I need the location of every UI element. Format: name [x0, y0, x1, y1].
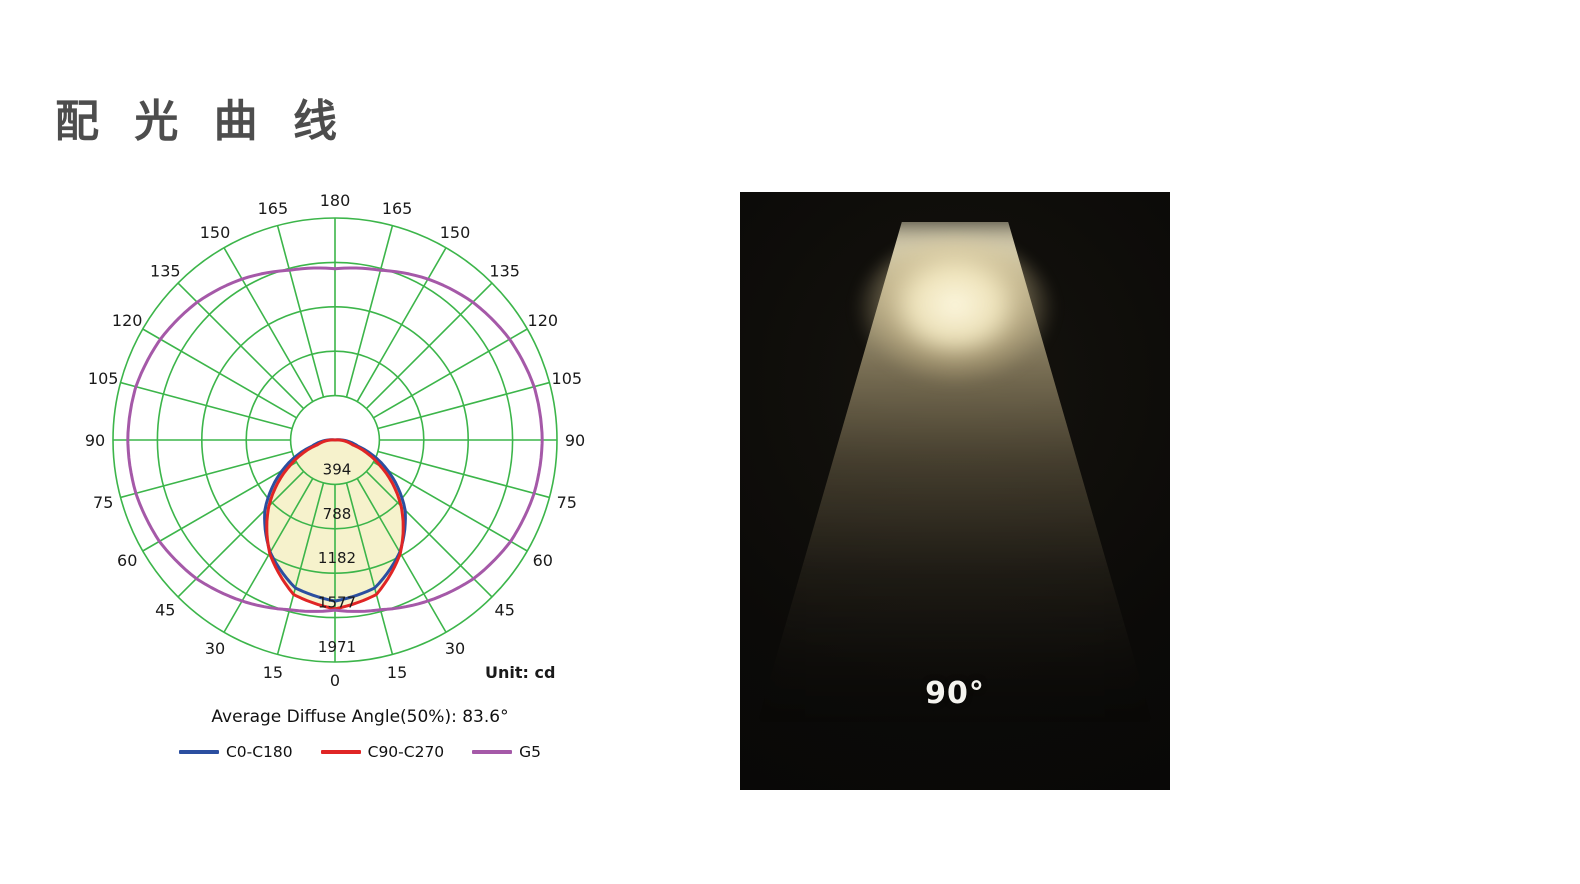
legend-item-c0-c180: C0-C180	[178, 743, 293, 761]
legend-swatch	[178, 750, 219, 754]
svg-text:105: 105	[552, 369, 583, 388]
svg-text:165: 165	[382, 199, 413, 218]
svg-text:75: 75	[93, 493, 113, 512]
svg-text:135: 135	[489, 261, 520, 280]
beam-angle-label: 90°	[925, 676, 985, 711]
svg-text:180: 180	[320, 191, 351, 210]
svg-text:45: 45	[495, 601, 515, 620]
svg-text:788: 788	[323, 505, 352, 523]
legend-label: G5	[519, 743, 542, 761]
curve-g5	[126, 266, 544, 613]
diffuse-angle-caption: Average Diffuse Angle(50%): 83.6°	[211, 707, 509, 727]
svg-text:90: 90	[565, 431, 585, 450]
series-curves	[126, 266, 544, 613]
angle-labels: 0 15 15 30 30 45 45 60 60 75 75 90 90 105 105 120 120 135…	[85, 191, 585, 690]
svg-text:394: 394	[323, 460, 352, 478]
legend-label: C90-C270	[367, 743, 445, 761]
svg-text:1182: 1182	[318, 549, 356, 567]
svg-text:15: 15	[387, 663, 407, 682]
svg-text:135: 135	[150, 261, 181, 280]
unit-label: Unit: cd	[485, 663, 555, 682]
svg-text:150: 150	[200, 223, 231, 242]
page-title: 配 光 曲 线	[55, 96, 347, 147]
unit-label-group: Unit: cd	[485, 663, 555, 682]
svg-text:30: 30	[205, 639, 225, 658]
legend-item-c90-c270: C90-C270	[320, 743, 445, 761]
svg-text:120: 120	[112, 311, 143, 330]
svg-text:75: 75	[557, 493, 577, 512]
legend-swatch	[320, 750, 361, 754]
svg-text:45: 45	[155, 601, 175, 620]
svg-text:1971: 1971	[318, 638, 356, 656]
svg-text:90: 90	[85, 431, 105, 450]
svg-text:105: 105	[88, 369, 119, 388]
svg-text:165: 165	[258, 199, 289, 218]
polar-grid	[112, 217, 558, 663]
polar-chart-panel: 0 15 15 30 30 45 45 60 60 75 75 90 90 105 105 120 120 135…	[50, 178, 670, 761]
svg-text:15: 15	[263, 663, 283, 682]
chart-legend: C0-C180 C90-C270 G5	[50, 743, 670, 761]
svg-text:150: 150	[440, 223, 471, 242]
beam-hotspot	[855, 238, 1055, 398]
svg-text:0: 0	[330, 671, 340, 690]
radial-tick-labels: 394 788 1182 1577 1971	[318, 460, 356, 656]
beam-photo: 90°	[740, 192, 1170, 790]
legend-swatch	[472, 750, 513, 754]
legend-item-g5: G5	[472, 743, 541, 761]
curve-c90-c270	[265, 438, 405, 611]
svg-text:120: 120	[528, 311, 559, 330]
svg-text:1577: 1577	[318, 594, 356, 612]
svg-text:60: 60	[533, 551, 553, 570]
polar-chart: 0 15 15 30 30 45 45 60 60 75 75 90 90 105 105 120 120 135…	[85, 191, 585, 690]
legend-label: C0-C180	[225, 743, 293, 761]
svg-text:30: 30	[445, 639, 465, 658]
svg-text:60: 60	[117, 551, 137, 570]
